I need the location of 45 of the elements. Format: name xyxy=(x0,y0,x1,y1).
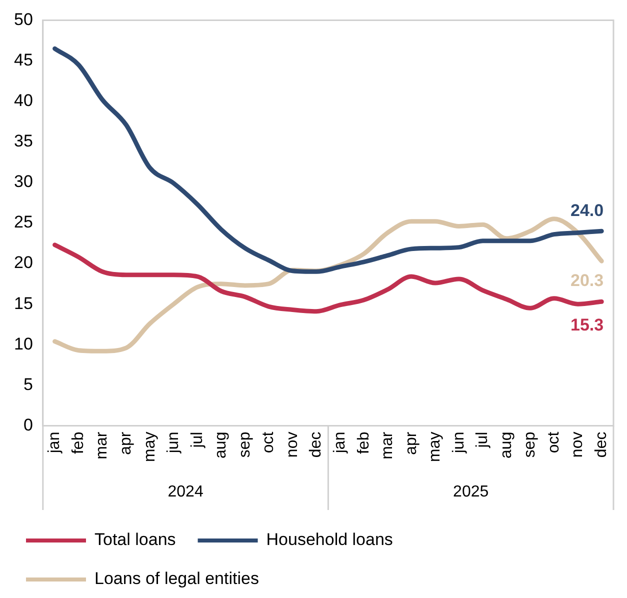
x-tick-label: dec xyxy=(593,432,610,458)
x-tick-label: aug xyxy=(498,432,515,458)
text: 2024 xyxy=(168,483,204,500)
y-tick-label: 30 xyxy=(14,172,33,192)
x-tick-label: apr xyxy=(118,431,135,455)
x-tick-label: mar xyxy=(379,431,396,460)
y-tick-label: 10 xyxy=(14,334,33,354)
legend-label: Loans of legal entities xyxy=(94,569,259,588)
y-tick-label: 20 xyxy=(14,253,33,272)
x-tick-label: apr xyxy=(402,431,420,455)
x-tick-label: jan xyxy=(331,432,348,454)
x-tick-label: may xyxy=(141,432,158,462)
y-tick-label: 45 xyxy=(14,50,33,70)
x-tick-label: nov xyxy=(284,432,301,458)
y-tick-label: 5 xyxy=(23,374,33,394)
x-tick-label: oct xyxy=(260,431,278,454)
x-tick-label: sep xyxy=(236,432,254,458)
x-tick-label: jul xyxy=(474,432,492,449)
x-tick-label: jun xyxy=(450,432,468,454)
y-tick-label: 35 xyxy=(14,132,33,151)
data-label: 24.0 xyxy=(570,200,604,220)
x-tick-label: feb xyxy=(355,432,372,454)
data-label: 15.3 xyxy=(570,315,604,334)
text: 2025 xyxy=(453,483,489,500)
y-tick-label: 40 xyxy=(14,91,33,110)
y-tick-label: 25 xyxy=(14,212,33,232)
y-tick-label: 50 xyxy=(14,10,33,29)
x-tick-label: jan xyxy=(46,432,64,454)
line-series xyxy=(52,46,604,274)
x-tick-label: feb xyxy=(70,432,87,454)
line-series xyxy=(52,242,604,314)
x-tick-label: dec xyxy=(308,432,325,458)
x-tick-label: mar xyxy=(94,431,111,460)
y-tick-label: 15 xyxy=(14,294,33,313)
legend-label: Total loans xyxy=(94,530,176,550)
x-tick-label: jun xyxy=(165,432,182,454)
x-tick-label: aug xyxy=(212,432,230,458)
data-label: 20.3 xyxy=(570,270,604,290)
y-tick-label: 0 xyxy=(23,415,33,434)
x-tick-label: may xyxy=(426,432,444,462)
x-tick-label: jul xyxy=(188,432,206,449)
x-tick-label: sep xyxy=(522,432,539,458)
x-tick-label: oct xyxy=(545,431,562,454)
x-tick-label: nov xyxy=(569,432,586,458)
legend-label: Household loans xyxy=(266,530,393,550)
